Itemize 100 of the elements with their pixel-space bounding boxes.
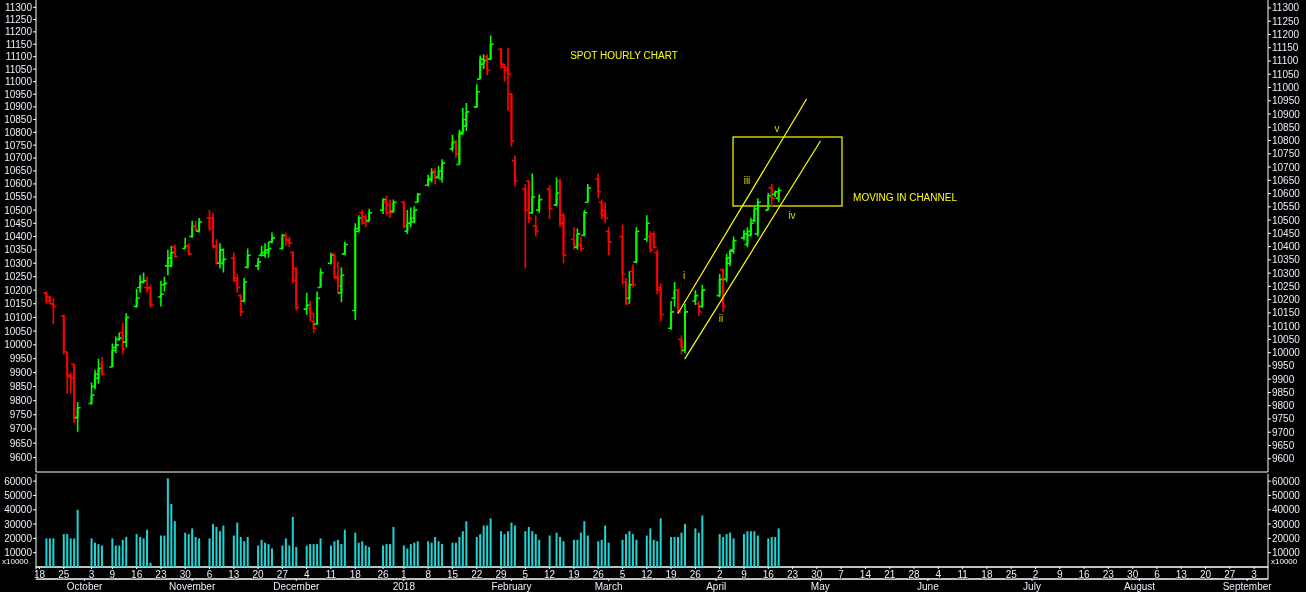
x-tick-label: 25 [58,568,70,580]
y2-tick-label: 11250 [1272,15,1300,27]
y2-tick-label: 30000 [1272,518,1301,530]
bar [756,535,759,567]
y2-tick-label: 11050 [1272,68,1300,80]
text: SPOT HOURLY CHART [570,50,678,61]
annotation: iii [743,174,751,186]
y-tick-label: 10350 [4,244,33,256]
x-tick-label: 26 [377,568,390,580]
bar [222,525,225,567]
y2-tick-label: 9600 [1272,453,1295,465]
y2-tick-label: 10900 [1272,108,1301,120]
bar [312,544,315,567]
x2-tick-label: October [66,580,104,592]
bar [267,544,270,567]
bar [73,538,76,567]
bar [236,522,239,567]
x-tick-label: 2 [1032,568,1039,580]
bar [198,538,201,567]
y2-tick-label: 10950 [1272,95,1301,107]
y-tick-label: 11000 [4,76,33,88]
y-tick-label: 11300 [4,1,33,13]
y2-tick-label: 40000 [1272,504,1301,516]
annotation: iv [788,209,796,221]
y-tick-label: 10200 [4,284,33,296]
y-tick-label: 30000 [4,518,33,530]
bar [746,531,749,567]
x-tick-label: 13 [228,568,240,580]
bar [354,532,357,567]
y-tick-label: 9950 [9,353,33,365]
y-tick-label: 10000 [4,547,33,559]
bar [524,531,527,567]
bar [191,528,194,567]
y2-tick-label: 10650 [1272,174,1301,186]
bar [382,545,385,567]
bar [402,545,405,567]
y-tick-label: 10300 [4,257,33,269]
y-tick-label: 11150 [5,38,33,50]
bar [173,521,176,567]
y-tick-label: 10800 [4,126,33,138]
y-tick-label: 10100 [4,311,33,323]
x-tick-label: 19 [568,568,580,580]
bar [291,516,294,567]
bar [555,532,558,567]
bar [139,536,142,567]
bar [586,535,589,567]
bar [631,534,634,567]
bar [246,536,249,567]
x-tick-label: 27 [276,568,289,580]
x-tick-label: 3 [1251,568,1258,580]
y-tick-label: 10400 [4,231,33,243]
x2-tick-label: July [1023,580,1041,592]
bar [243,541,246,567]
bar [329,545,332,567]
y-tick-label: 11250 [4,14,33,26]
bar [281,545,284,567]
x-tick-label: 9 [1056,568,1063,580]
y2-tick-label: 9950 [1272,360,1295,372]
y2-tick-label: 60000 [1272,475,1301,487]
x-tick-label: 11 [957,568,969,580]
x2-tick-label: 2018 [392,580,416,592]
y2-tick-label: 11150 [1272,42,1299,54]
x-tick-label: 9 [109,568,116,580]
bar [489,518,492,567]
bar [163,535,166,567]
y-tick-label: 11100 [5,51,33,63]
y-tick-label: 11050 [4,63,33,75]
y-tick-label: 10850 [4,114,33,126]
y2-tick-label: 10700 [1272,161,1301,173]
bar [118,545,121,567]
bar [503,534,506,567]
x-tick-label: 23 [1102,568,1115,580]
bar [604,525,607,567]
bar [729,532,732,567]
y2-tick-label: 10550 [1272,201,1301,213]
x-tick-label: 20 [1199,568,1212,580]
y2-tick-label: 10500 [1272,214,1301,226]
bar [333,541,336,567]
bar [527,526,530,567]
y2-tick-label: 10000 [1272,347,1301,359]
y2-tick-label: 11300 [1272,2,1300,14]
bar [749,531,752,567]
x-tick-label: 28 [908,568,921,580]
x-tick-label: 21 [884,568,896,580]
x-tick-label: 15 [446,568,459,580]
bar [673,536,676,567]
x-tick-label: 23 [786,568,799,580]
y-tick-label: 10150 [4,298,33,310]
bar [656,541,659,567]
bar [624,534,627,567]
bar [66,534,69,567]
annotation: i [682,269,686,281]
bar [406,548,409,567]
bar [680,532,683,567]
x-tick-label: 6 [206,568,213,580]
x-tick-label: 5 [522,568,529,580]
bar [659,518,662,567]
bar [385,544,388,567]
bar [48,538,51,567]
bar [649,528,652,567]
